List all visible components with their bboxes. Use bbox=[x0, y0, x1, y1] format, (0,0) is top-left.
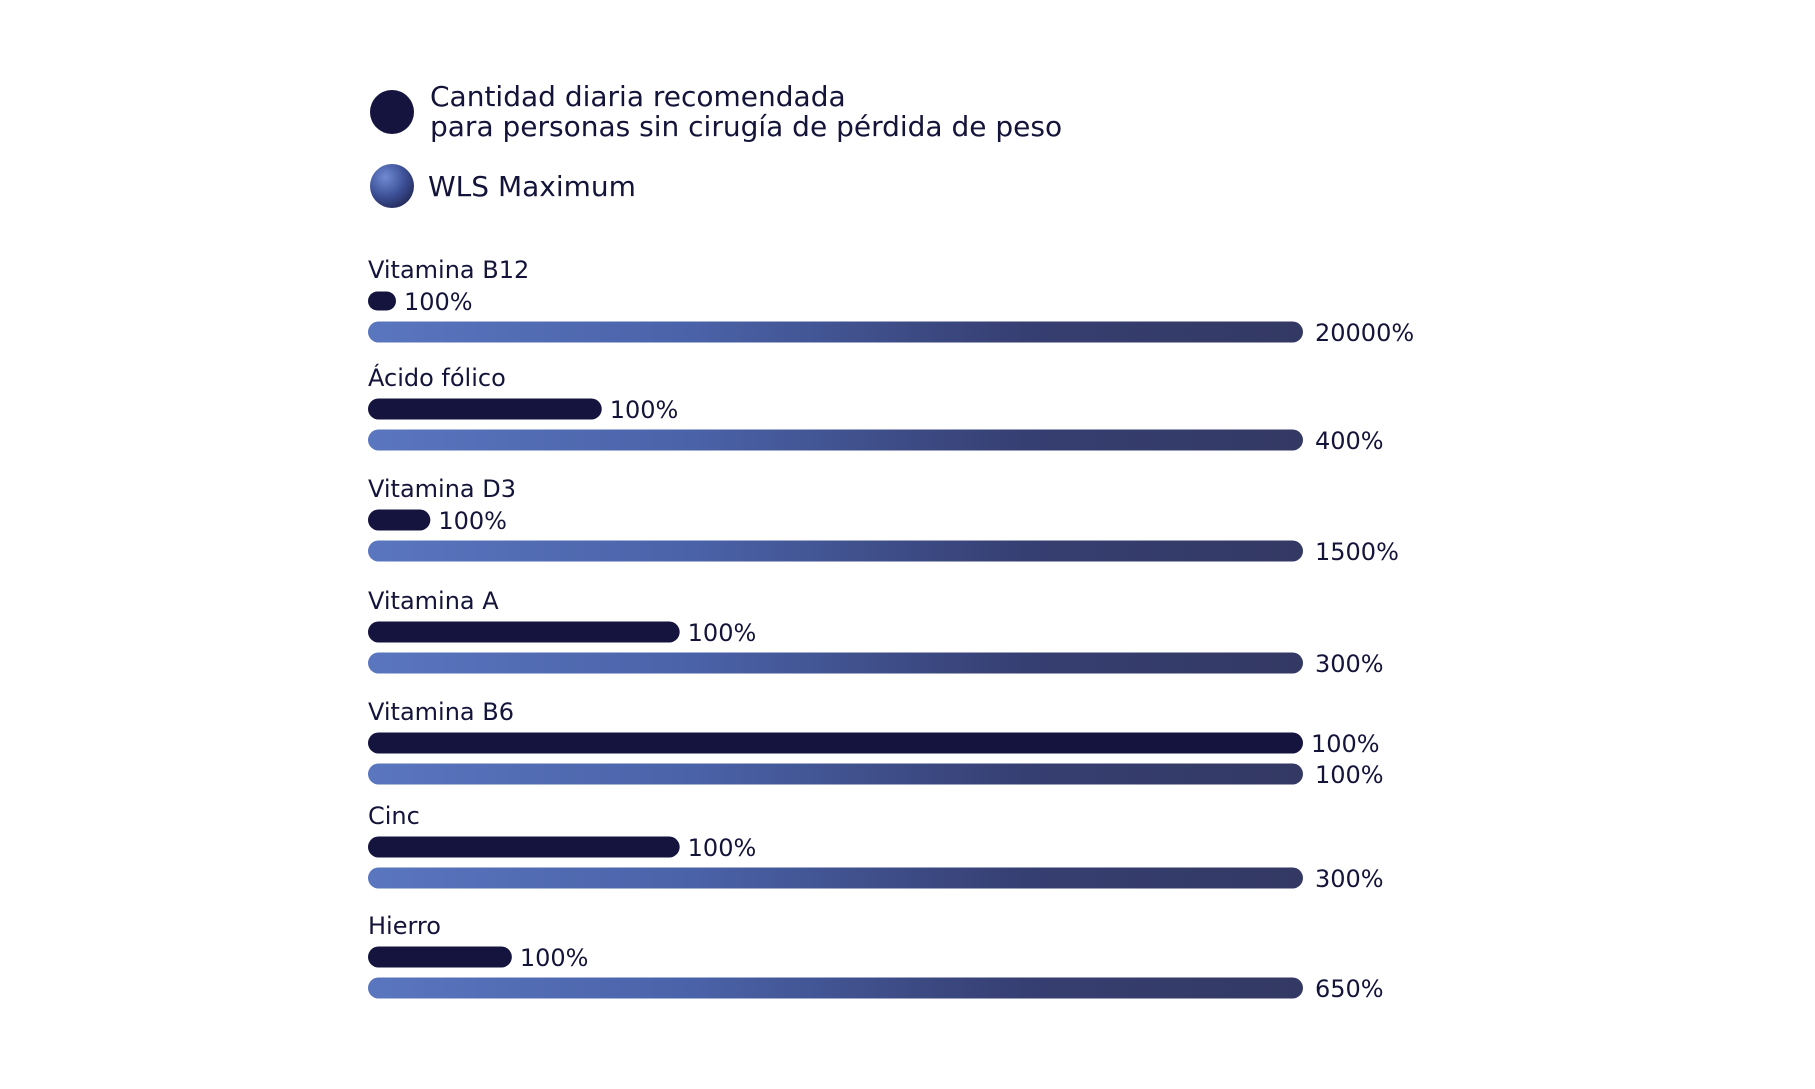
bar-recommended bbox=[368, 509, 431, 531]
bar-wls bbox=[368, 321, 1303, 343]
value-label-recommended: 100% bbox=[520, 944, 589, 972]
value-label-wls: 300% bbox=[1315, 650, 1384, 678]
legend-dot-recommended bbox=[370, 90, 414, 134]
bar-group: Cinc 100% 300% bbox=[368, 802, 1384, 893]
category-label: Vitamina D3 bbox=[368, 475, 516, 503]
bar-recommended bbox=[368, 836, 680, 858]
value-label-wls: 1500% bbox=[1315, 538, 1399, 566]
value-label-recommended: 100% bbox=[404, 288, 473, 316]
value-label-recommended: 100% bbox=[1311, 730, 1380, 758]
legend-dot-wls bbox=[370, 164, 414, 208]
bar-group: Ácido fólico 100% 400% bbox=[368, 363, 1384, 455]
value-label-recommended: 100% bbox=[610, 396, 679, 424]
bar-wls bbox=[368, 540, 1303, 562]
bar-wls bbox=[368, 429, 1303, 451]
bar-group: Vitamina B12 100% 20000% bbox=[368, 256, 1414, 347]
bar-group: Vitamina B6 100% 100% bbox=[368, 698, 1384, 789]
value-label-wls: 20000% bbox=[1315, 319, 1414, 347]
value-label-wls: 400% bbox=[1315, 427, 1384, 455]
value-label-wls: 300% bbox=[1315, 865, 1384, 893]
bar-recommended bbox=[368, 946, 512, 968]
value-label-wls: 650% bbox=[1315, 975, 1384, 1003]
value-label-wls: 100% bbox=[1315, 761, 1384, 789]
bar-recommended bbox=[368, 398, 602, 420]
legend: Cantidad diaria recomendada para persona… bbox=[370, 80, 1062, 208]
bar-wls bbox=[368, 652, 1303, 674]
bar-recommended bbox=[368, 732, 1303, 754]
bar-wls bbox=[368, 977, 1303, 999]
value-label-recommended: 100% bbox=[688, 834, 757, 862]
legend-label-wls: WLS Maximum bbox=[428, 170, 636, 203]
bar-wls bbox=[368, 867, 1303, 889]
category-label: Hierro bbox=[368, 912, 441, 940]
value-label-recommended: 100% bbox=[688, 619, 757, 647]
legend-label-recommended-line2: para personas sin cirugía de pérdida de … bbox=[430, 110, 1062, 143]
category-label: Vitamina B12 bbox=[368, 256, 529, 284]
legend-item-wls: WLS Maximum bbox=[370, 164, 636, 208]
category-label: Vitamina A bbox=[368, 587, 499, 615]
bar-recommended bbox=[368, 621, 680, 643]
bar-group: Hierro 100% 650% bbox=[368, 912, 1384, 1003]
bar-group: Vitamina D3 100% 1500% bbox=[368, 475, 1399, 566]
bar-groups: Vitamina B12 100% 20000% Ácido fólico 100% 40… bbox=[368, 256, 1414, 1003]
category-label: Cinc bbox=[368, 802, 420, 830]
category-label: Vitamina B6 bbox=[368, 698, 514, 726]
bar-recommended bbox=[368, 291, 396, 311]
bar-wls bbox=[368, 763, 1303, 785]
value-label-recommended: 100% bbox=[438, 507, 507, 535]
bar-group: Vitamina A 100% 300% bbox=[368, 587, 1384, 678]
legend-item-recommended: Cantidad diaria recomendada para persona… bbox=[370, 80, 1062, 143]
category-label: Ácido fólico bbox=[368, 363, 506, 392]
legend-label-recommended-line1: Cantidad diaria recomendada bbox=[430, 80, 846, 113]
